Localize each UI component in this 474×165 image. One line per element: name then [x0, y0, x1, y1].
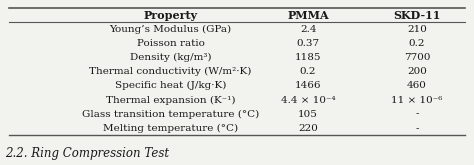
Text: Melting temperature (°C): Melting temperature (°C): [103, 124, 238, 133]
Text: -: -: [415, 124, 419, 133]
Text: 4.4 × 10⁻⁴: 4.4 × 10⁻⁴: [281, 96, 336, 104]
Text: 0.37: 0.37: [297, 39, 319, 48]
Text: Property: Property: [144, 10, 198, 21]
Text: Thermal expansion (K⁻¹): Thermal expansion (K⁻¹): [106, 95, 236, 105]
Text: 0.2: 0.2: [300, 67, 316, 76]
Text: PMMA: PMMA: [287, 10, 329, 21]
Text: 210: 210: [407, 25, 427, 34]
Text: 2.2. Ring Compression Test: 2.2. Ring Compression Test: [5, 147, 169, 160]
Text: 460: 460: [407, 81, 427, 90]
Text: Glass transition temperature (°C): Glass transition temperature (°C): [82, 110, 259, 119]
Text: 220: 220: [298, 124, 318, 133]
Text: 105: 105: [298, 110, 318, 119]
Text: SKD-11: SKD-11: [393, 10, 441, 21]
Text: 1466: 1466: [295, 81, 321, 90]
Text: Density (kg/m³): Density (kg/m³): [130, 53, 211, 62]
Text: 7700: 7700: [404, 53, 430, 62]
Text: 2.4: 2.4: [300, 25, 316, 34]
Text: 0.2: 0.2: [409, 39, 425, 48]
Text: Young’s Modulus (GPa): Young’s Modulus (GPa): [109, 25, 232, 34]
Text: Poisson ratio: Poisson ratio: [137, 39, 205, 48]
Text: 11 × 10⁻⁶: 11 × 10⁻⁶: [392, 96, 443, 104]
Text: -: -: [415, 110, 419, 119]
Text: Specific heat (J/kg·K): Specific heat (J/kg·K): [115, 81, 226, 90]
Text: 1185: 1185: [295, 53, 321, 62]
Text: Thermal conductivity (W/m²·K): Thermal conductivity (W/m²·K): [90, 67, 252, 76]
Text: 200: 200: [407, 67, 427, 76]
